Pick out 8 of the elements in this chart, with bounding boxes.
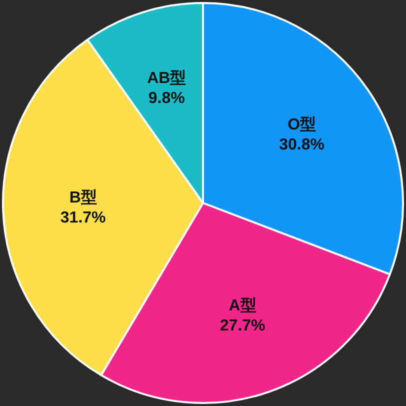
data-label: 27.7%	[220, 318, 266, 335]
slice-label: B型	[69, 188, 97, 206]
data-label: 9.8%	[148, 90, 185, 108]
data-label: 30.8%	[279, 136, 325, 154]
data-label: 31.7%	[60, 209, 106, 226]
slice-label: AB型	[147, 69, 186, 88]
slice-label: O型	[288, 115, 316, 134]
slice-label: A型	[228, 296, 256, 315]
